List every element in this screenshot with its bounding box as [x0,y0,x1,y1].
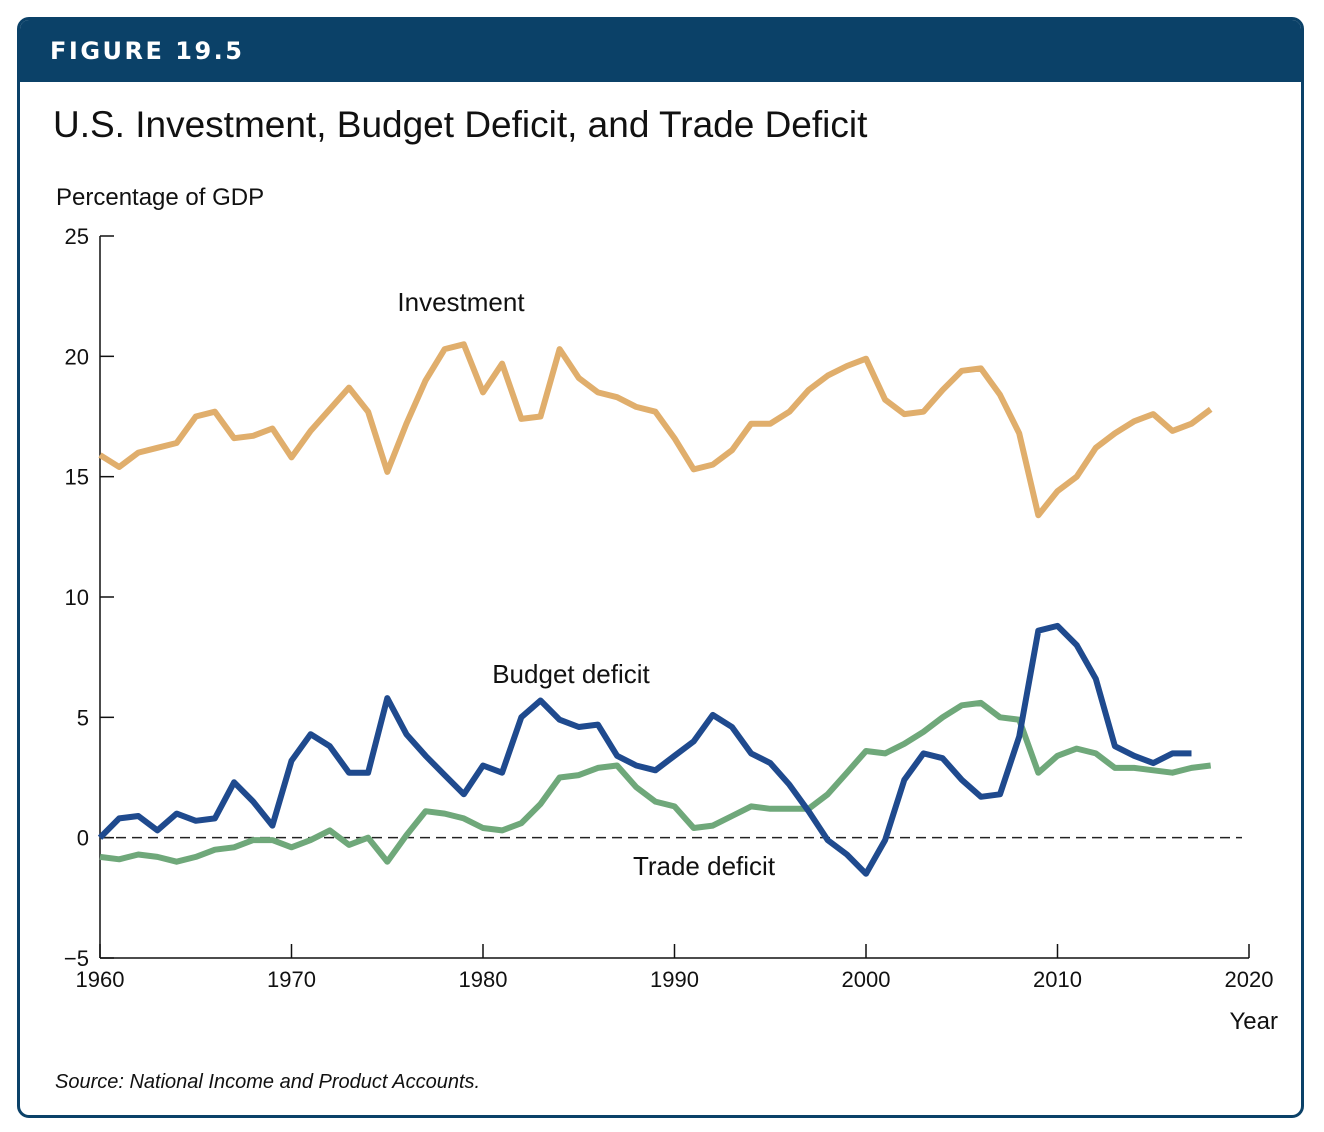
x-axis-label: Year [1230,1008,1279,1035]
investment-label: Investment [397,287,525,317]
trade-deficit-label: Trade deficit [633,851,776,881]
x-tick-label: 2000 [842,967,891,992]
y-tick-label: 25 [65,224,89,249]
y-tick-label: 15 [65,465,89,490]
budget-deficit-label: Budget deficit [492,659,650,689]
chart-title: U.S. Investment, Budget Deficit, and Tra… [53,104,868,145]
investment-line [98,341,1213,519]
x-tick-label: 2020 [1225,967,1274,992]
y-tick-label: 20 [65,344,89,369]
x-tick-label: 1980 [459,967,508,992]
y-axis-label: Percentage of GDP [56,184,265,211]
source-prefix: Source [55,1071,119,1093]
figure-label: FIGURE 19.5 [50,37,245,65]
x-tick-label: 1960 [76,967,125,992]
x-tick-label: 1970 [267,967,316,992]
y-tick-label: 10 [65,585,89,610]
source-text: : National Income and Product Accounts. [118,1071,481,1093]
y-tick-label: 5 [77,705,89,730]
figure-frame: FIGURE 19.5 U.S. Investment, Budget Defi… [17,17,1304,1118]
x-tick-label: 1990 [650,967,699,992]
y-tick-label: −5 [64,946,89,971]
trade-deficit-line [99,699,1212,865]
budget-deficit-line [97,622,1192,877]
figure-banner: FIGURE 19.5 [20,20,1301,82]
source-note: Source: National Income and Product Acco… [55,1071,480,1094]
y-tick-label: 0 [77,826,89,851]
x-tick-label: 2010 [1033,967,1082,992]
